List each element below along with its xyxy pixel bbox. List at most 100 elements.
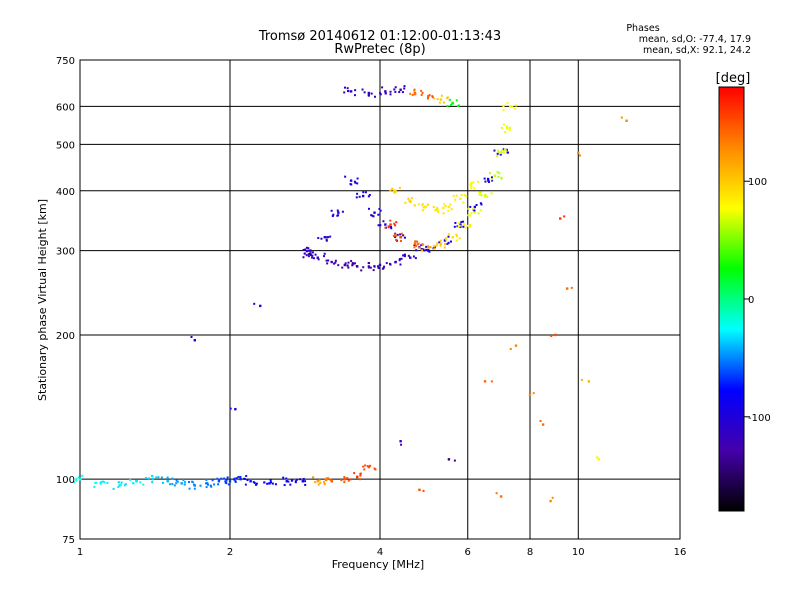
data-point [301, 480, 305, 483]
data-point [515, 104, 518, 107]
data-point [427, 95, 430, 98]
phase-stats-o: mean, sd,O: -77.4, 17.9 [639, 34, 751, 45]
data-point [399, 235, 402, 239]
data-point [415, 240, 418, 243]
data-point [99, 482, 102, 485]
data-point [508, 105, 512, 108]
y-tick-label: 200 [56, 331, 75, 342]
data-point [271, 482, 274, 485]
data-point [343, 477, 346, 480]
data-point [217, 483, 220, 486]
data-point [496, 149, 499, 152]
data-point [384, 226, 387, 229]
data-point [381, 267, 384, 270]
data-point [356, 475, 359, 478]
data-point [389, 189, 392, 192]
data-point [129, 478, 132, 481]
data-point [367, 265, 371, 268]
data-point [347, 266, 350, 269]
data-point [409, 199, 412, 202]
y-axis-label: Stationary phase Virtual Height [km] [36, 199, 49, 401]
data-point [329, 235, 332, 238]
data-point [469, 205, 472, 208]
data-point [151, 475, 154, 478]
colorbar [718, 86, 745, 512]
data-point [268, 482, 271, 485]
data-point [228, 480, 232, 483]
data-point [399, 233, 402, 236]
data-point [188, 487, 191, 490]
data-point [118, 484, 121, 487]
data-point [319, 481, 322, 484]
data-point [451, 102, 454, 105]
data-point [395, 234, 398, 237]
data-point [309, 249, 312, 252]
data-point [312, 476, 315, 479]
data-point [372, 215, 375, 218]
data-point [442, 207, 445, 210]
data-point [456, 225, 459, 228]
data-point [413, 89, 416, 92]
data-point [390, 227, 393, 230]
data-point [100, 481, 103, 484]
data-point [455, 239, 458, 242]
x-tick-label: 16 [674, 547, 687, 558]
data-point [119, 483, 122, 486]
data-point [457, 104, 460, 107]
data-point [490, 380, 493, 383]
data-point [373, 95, 376, 98]
data-point [373, 265, 376, 268]
data-point [191, 480, 194, 483]
data-point [294, 480, 297, 483]
data-point [426, 97, 429, 100]
data-point [435, 244, 438, 247]
data-point [438, 101, 441, 104]
data-point [439, 242, 443, 245]
data-point [470, 181, 473, 184]
data-point [367, 266, 370, 269]
data-point [491, 179, 494, 182]
data-point [420, 248, 423, 251]
data-point [498, 172, 501, 175]
data-point [379, 92, 382, 95]
data-point [326, 236, 329, 239]
data-point [317, 237, 320, 240]
data-point [456, 235, 459, 238]
data-point [506, 101, 509, 104]
data-point [139, 481, 142, 484]
data-point [399, 440, 402, 443]
data-point [514, 107, 517, 110]
data-point [403, 87, 406, 90]
data-point [124, 483, 127, 486]
data-point [255, 482, 258, 485]
data-point [372, 269, 375, 272]
data-point [81, 474, 84, 477]
data-point [355, 196, 358, 199]
data-point [384, 90, 387, 93]
data-point [378, 263, 382, 267]
data-point [282, 476, 285, 479]
grid-lines [80, 60, 680, 539]
data-point [325, 259, 328, 262]
data-point [460, 194, 463, 197]
x-tick-label: 8 [527, 547, 533, 558]
data-point [296, 478, 299, 481]
data-point [389, 219, 392, 222]
data-point [218, 478, 221, 481]
data-point [253, 302, 256, 305]
data-point [205, 482, 209, 485]
data-point [373, 211, 376, 214]
data-point [302, 248, 305, 251]
data-point [449, 103, 452, 106]
data-point [402, 254, 405, 257]
data-point [398, 259, 401, 262]
data-point [349, 183, 352, 186]
data-point [304, 480, 307, 483]
data-point [455, 194, 458, 197]
data-point [414, 240, 417, 243]
colorbar-label: [deg] [716, 71, 751, 86]
data-point [379, 209, 382, 212]
data-point [311, 256, 314, 259]
data-point [316, 480, 319, 483]
data-point [253, 481, 256, 484]
